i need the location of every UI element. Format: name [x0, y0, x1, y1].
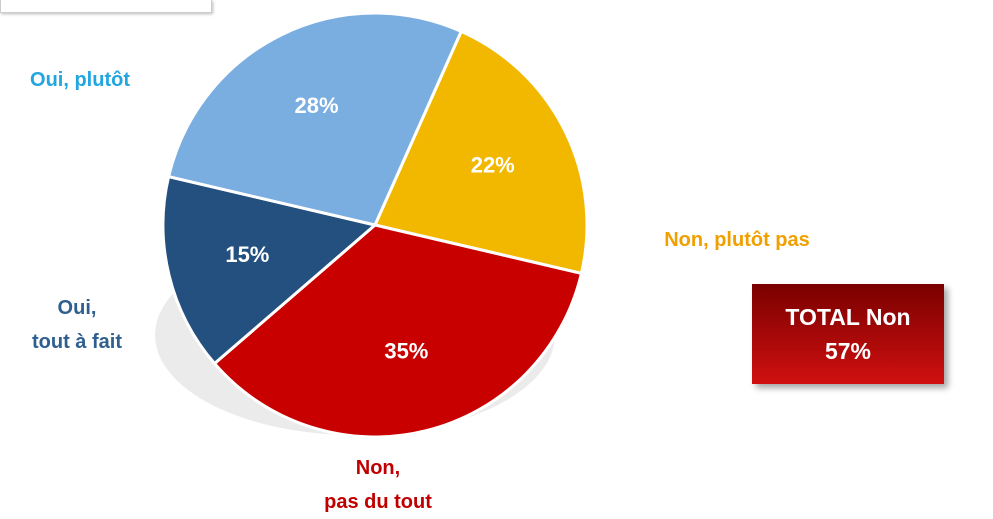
total-box: TOTAL Non 57% [752, 284, 944, 384]
category-label: Oui, plutôt [30, 69, 130, 91]
pie-slice [161, 174, 379, 366]
total-label: TOTAL Non [785, 304, 911, 330]
slice-label: 15% [225, 242, 269, 267]
total-value: 57% [824, 338, 872, 364]
pie-slice [372, 29, 589, 276]
slice-label: 28% [295, 93, 339, 118]
category-label: Non, pas du tout [324, 457, 432, 513]
slice-label: 35% [384, 338, 428, 363]
pie-slice [166, 11, 464, 227]
slice-label: 22% [471, 152, 515, 177]
pie-slice [212, 223, 584, 439]
corner-box [0, 0, 212, 13]
category-label: Non, plutôt pas [664, 229, 810, 251]
category-label: Oui, tout à fait [32, 297, 122, 353]
